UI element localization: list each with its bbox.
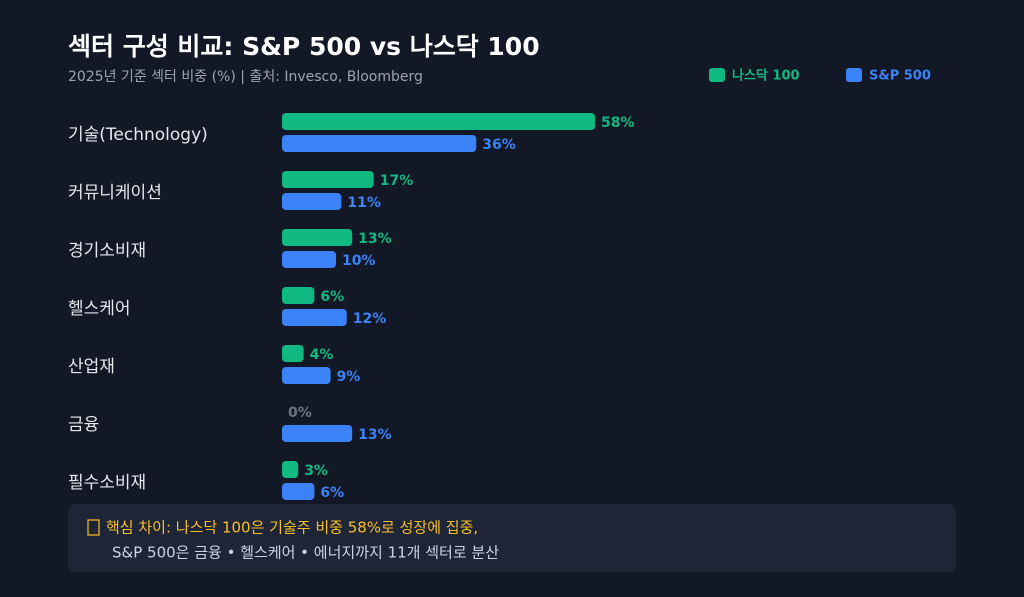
category-label: 필수소비재	[68, 473, 146, 493]
bar	[282, 251, 336, 268]
bar	[282, 309, 347, 326]
bar	[282, 171, 374, 188]
legend-label: 나스닥 100	[732, 68, 800, 84]
legend-swatch	[709, 68, 725, 82]
bar	[282, 425, 353, 442]
value-label: 4%	[310, 347, 334, 363]
value-label: 10%	[342, 253, 376, 269]
category-label: 금융	[68, 415, 99, 435]
value-label: 3%	[304, 463, 328, 479]
category-label: 헬스케어	[68, 299, 131, 319]
value-label: 9%	[337, 369, 361, 385]
value-label: 58%	[601, 115, 635, 131]
note-box	[68, 504, 956, 572]
bar	[282, 461, 299, 478]
category-label: 산업재	[68, 357, 115, 377]
note-line: S&P 500은 금융 • 헬스케어 • 에너지까지 11개 섹터로 분산	[112, 544, 499, 562]
bar	[282, 287, 315, 304]
value-label: 13%	[358, 427, 392, 443]
bar	[282, 113, 595, 130]
bar	[282, 193, 342, 210]
value-label: 17%	[380, 173, 414, 189]
value-label: 0%	[288, 405, 312, 421]
value-label: 13%	[358, 231, 392, 247]
chart-title: 섹터 구성 비교: S&P 500 vs 나스닥 100	[68, 32, 540, 61]
legend-label: S&P 500	[869, 69, 931, 84]
category-label: 기술(Technology)	[68, 125, 208, 145]
bar	[282, 229, 353, 246]
bar	[282, 483, 315, 500]
legend-swatch	[846, 68, 862, 82]
category-label: 커뮤니케이션	[68, 183, 162, 203]
note-icon	[87, 519, 100, 536]
bar	[282, 345, 304, 362]
value-label: 36%	[482, 137, 516, 153]
value-label: 11%	[347, 195, 381, 211]
bar	[282, 367, 331, 384]
value-label: 6%	[320, 289, 344, 305]
category-label: 경기소비재	[68, 241, 146, 261]
value-label: 6%	[320, 485, 344, 501]
value-label: 12%	[353, 311, 387, 327]
note-line: 핵심 차이: 나스닥 100은 기술주 비중 58%로 성장에 집중,	[106, 519, 478, 537]
bar	[282, 135, 477, 152]
chart-subtitle: 2025년 기준 섹터 비중 (%) | 출처: Invesco, Bloomb…	[68, 69, 423, 85]
